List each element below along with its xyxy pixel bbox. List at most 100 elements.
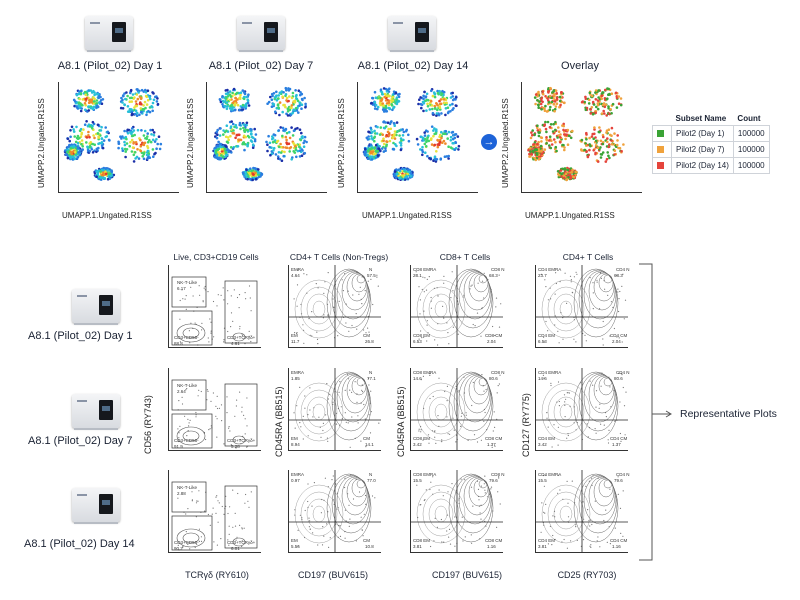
event-dot	[477, 282, 479, 284]
umap-event-dot	[600, 112, 604, 115]
umap-event-dot	[426, 102, 429, 106]
umap-event-dot	[88, 125, 92, 128]
event-dot	[220, 294, 222, 296]
umap-event-dot	[604, 88, 607, 92]
umap-event-dot	[76, 107, 80, 110]
contour-line	[182, 430, 200, 442]
umap-event-dot	[240, 106, 244, 110]
umap-event-dot	[296, 99, 300, 103]
event-dot	[370, 278, 372, 280]
event-dot	[323, 292, 325, 294]
umap-event-dot	[373, 107, 377, 110]
event-dot	[349, 446, 351, 448]
umap-event-dot	[154, 151, 157, 155]
event-dot	[624, 299, 627, 301]
umap-event-dot	[222, 100, 226, 104]
umap-event-dot	[245, 121, 249, 125]
umap-event-dot	[376, 105, 380, 109]
quadrant-value: NK-T-Like	[177, 383, 198, 388]
umap-event-dot	[371, 96, 374, 100]
event-dot	[342, 290, 344, 292]
umap-event-dot	[287, 99, 290, 103]
umap-event-dot	[367, 135, 370, 138]
event-dot	[195, 502, 198, 504]
contour-line	[176, 323, 206, 343]
event-dot	[178, 400, 180, 402]
event-dot	[448, 343, 450, 345]
umap-event-dot	[530, 153, 534, 156]
event-dot	[491, 446, 493, 448]
event-dot	[230, 326, 232, 328]
event-dot	[362, 535, 364, 537]
event-dot	[181, 403, 184, 405]
event-dot	[571, 291, 573, 293]
umap-event-dot	[394, 91, 398, 95]
event-dot	[364, 418, 366, 420]
umap-event-dot	[78, 97, 81, 101]
umap-event-dot	[239, 91, 243, 94]
event-dot	[565, 398, 567, 400]
umap-event-dot	[527, 148, 530, 152]
umap-event-dot	[584, 108, 588, 112]
event-dot	[239, 325, 241, 328]
umap-event-dot	[568, 173, 572, 176]
contour-line	[326, 268, 372, 338]
event-dot	[199, 294, 201, 296]
umap-event-dot	[375, 132, 379, 135]
quadrant-value: 1.37	[487, 442, 496, 447]
umap-event-dot	[145, 153, 149, 157]
umap-event-dot	[385, 133, 388, 137]
column-title: CD8+ T Cells	[439, 252, 491, 262]
event-dot	[570, 279, 572, 281]
umap-event-dot	[384, 99, 388, 102]
event-dot	[473, 434, 476, 436]
event-dot	[544, 474, 546, 476]
umap-event-dot	[547, 90, 550, 93]
event-dot	[435, 442, 437, 444]
umap-event-dot	[303, 151, 307, 155]
quadrant-value: 23.1	[413, 273, 422, 278]
umap-event-dot	[393, 124, 396, 127]
umap-xlabel: UMAPP.1.Ungated.R1SS	[362, 211, 452, 220]
umap-event-dot	[540, 108, 543, 111]
umap-event-dot	[543, 109, 547, 112]
event-dot	[551, 544, 553, 546]
legend-count: 100000	[732, 141, 770, 158]
quadrant-value: 23.7	[538, 273, 547, 278]
umap-event-dot	[215, 130, 219, 134]
contour-line	[416, 484, 466, 544]
event-dot	[185, 513, 187, 515]
umap-event-dot	[74, 140, 78, 144]
contour-line	[458, 475, 492, 525]
umap-event-dot	[442, 139, 446, 143]
event-dot	[446, 385, 448, 387]
umap-event-dot	[63, 149, 67, 152]
umap-event-dot	[393, 170, 397, 173]
event-dot	[332, 401, 334, 403]
event-dot	[557, 426, 559, 428]
event-dot	[563, 538, 565, 541]
umap-event-dot	[66, 150, 69, 154]
event-dot	[191, 500, 193, 502]
umap-event-dot	[235, 126, 238, 129]
umap-event-dot	[559, 141, 562, 144]
umap-event-dot	[601, 91, 604, 94]
umap-event-dot	[387, 106, 390, 110]
umap-event-dot	[119, 106, 123, 110]
quadrant-value: CD8 EM	[413, 436, 431, 441]
umap-event-dot	[245, 168, 248, 172]
umap-event-dot	[134, 109, 138, 113]
umap-event-dot	[100, 125, 103, 129]
umap-event-dot	[590, 94, 594, 98]
umap-event-dot	[404, 169, 407, 172]
umap-event-dot	[537, 140, 540, 144]
umap-event-dot	[242, 129, 246, 132]
umap-event-dot	[267, 100, 271, 104]
umap-event-dot	[366, 157, 370, 160]
umap-event-dot	[592, 149, 595, 152]
event-dot	[377, 285, 379, 287]
event-dot	[443, 317, 445, 319]
umap-event-dot	[609, 108, 612, 111]
event-dot	[434, 430, 436, 432]
umap-event-dot	[297, 89, 301, 92]
